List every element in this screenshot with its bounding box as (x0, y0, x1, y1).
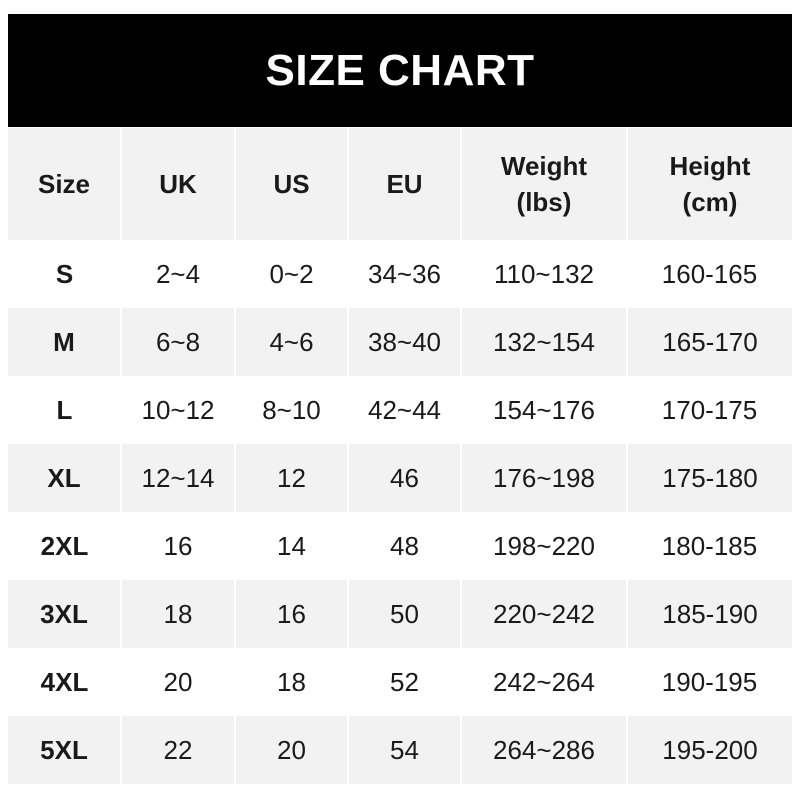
size-cell: S (55, 258, 74, 289)
header-row: Size UK US EU Weight (lbs) Height (cm) (8, 128, 792, 240)
header-label: UK (159, 168, 197, 199)
table-cell: 48 (390, 530, 419, 561)
table-cell: 34~36 (367, 258, 442, 289)
table-cell: 16 (163, 530, 193, 561)
table-cell: 190-195 (661, 666, 758, 697)
header-label: Weight (500, 150, 588, 181)
table-cell: 18 (120, 580, 235, 648)
table-row: L 10~12 8~10 42~44 154~176 170-175 (8, 376, 792, 444)
table-cell: 220~242 (460, 580, 627, 648)
column-header: US (234, 128, 348, 240)
header-label: US (273, 168, 310, 199)
size-cell: XL (8, 444, 121, 512)
size-cell: 3XL (8, 580, 121, 648)
table-cell: 180-185 (661, 530, 758, 561)
table-cell: 22 (120, 716, 235, 784)
table-cell: 185-190 (626, 580, 792, 648)
table-cell: 20 (163, 666, 193, 697)
header-unit: (cm) (682, 187, 738, 217)
table-row: 5XL 22 20 54 264~286 195-200 (8, 716, 792, 784)
table-row: S 2~4 0~2 34~36 110~132 160-165 (8, 240, 792, 308)
size-cell: 4XL (40, 666, 89, 697)
table-cell: 110~132 (493, 258, 594, 289)
table-row: M 6~8 4~6 38~40 132~154 165-170 (8, 308, 792, 376)
table-cell: 12 (234, 444, 348, 512)
table-cell: 4~6 (234, 308, 348, 376)
table-cell: 2~4 (155, 258, 201, 289)
header-label: Height (669, 150, 751, 181)
table-cell: 10~12 (141, 394, 215, 425)
table-cell: 195-200 (626, 716, 792, 784)
table-row: 4XL 20 18 52 242~264 190-195 (8, 648, 792, 716)
size-cell: 5XL (8, 716, 121, 784)
table-cell: 42~44 (367, 394, 442, 425)
table-cell: 16 (234, 580, 348, 648)
column-header: UK (120, 128, 235, 240)
table-cell: 6~8 (120, 308, 235, 376)
table-cell: 165-170 (626, 308, 792, 376)
table-cell: 170-175 (661, 394, 758, 425)
table-cell: 50 (347, 580, 461, 648)
column-header: EU (347, 128, 461, 240)
table-cell: 18 (277, 666, 306, 697)
table-cell: 38~40 (347, 308, 461, 376)
header-label: Size (37, 168, 91, 199)
table-cell: 242~264 (493, 666, 595, 697)
table-row: 3XL 18 16 50 220~242 185-190 (8, 580, 792, 648)
table-cell: 198~220 (493, 530, 595, 561)
table-cell: 20 (234, 716, 348, 784)
column-header: Size (8, 128, 121, 240)
table-cell: 8~10 (262, 394, 321, 425)
page-title: SIZE CHART (8, 14, 792, 127)
table-cell: 132~154 (460, 308, 627, 376)
size-cell: 2XL (40, 530, 89, 561)
table-cell: 52 (390, 666, 419, 697)
header-unit: (lbs) (516, 187, 572, 217)
column-header: Height (cm) (626, 128, 792, 240)
size-chart-table: Size UK US EU Weight (lbs) Height (cm) S 2~4 0~2 3… (8, 128, 792, 784)
table-cell: 12~14 (120, 444, 235, 512)
table-cell: 264~286 (460, 716, 627, 784)
table-cell: 46 (347, 444, 461, 512)
table-cell: 0~2 (269, 258, 314, 289)
size-cell: L (56, 394, 73, 425)
table-cell: 14 (277, 530, 306, 561)
table-row: 2XL 16 14 48 198~220 180-185 (8, 512, 792, 580)
table-cell: 160-165 (661, 258, 758, 289)
size-cell: M (8, 308, 121, 376)
table-row: XL 12~14 12 46 176~198 175-180 (8, 444, 792, 512)
table-cell: 176~198 (460, 444, 627, 512)
header-label: EU (386, 168, 423, 199)
table-cell: 175-180 (626, 444, 792, 512)
table-cell: 154~176 (493, 394, 595, 425)
column-header: Weight (lbs) (460, 128, 627, 240)
table-cell: 54 (347, 716, 461, 784)
